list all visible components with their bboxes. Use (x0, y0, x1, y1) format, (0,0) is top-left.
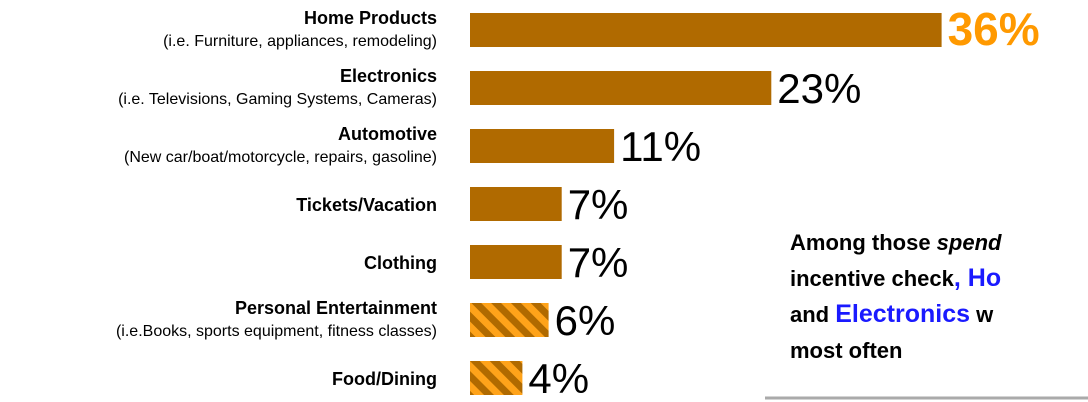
value-label: 36% (948, 3, 1040, 55)
category-sublabel: (i.e. Furniture, appliances, remodeling) (163, 33, 437, 50)
callout-text: w (970, 302, 994, 327)
category-sublabel: (New car/boat/motorcycle, repairs, gasol… (124, 149, 437, 166)
callout-text: Among those (790, 230, 937, 255)
callout-line: Among those spend (790, 230, 1002, 255)
bar (470, 187, 562, 221)
value-label: 23% (777, 65, 861, 112)
bar (470, 71, 772, 105)
value-label: 11% (620, 123, 701, 170)
category-label: Electronics (340, 66, 437, 86)
bar (470, 361, 523, 395)
value-label: 4% (528, 355, 589, 402)
callout-line: incentive check, Ho (790, 264, 1001, 292)
category-label: Tickets/Vacation (296, 195, 437, 215)
bar (470, 303, 549, 337)
bar (470, 129, 615, 163)
callout-line: and Electronics w (790, 300, 994, 328)
value-label: 7% (568, 181, 629, 228)
category-label: Personal Entertainment (235, 298, 437, 318)
value-label: 7% (568, 239, 629, 286)
callout-text: , Ho (954, 264, 1001, 292)
category-sublabel: (i.e.Books, sports equipment, fitness cl… (116, 323, 437, 340)
category-label: Automotive (338, 124, 437, 144)
callout-text: Electronics (835, 300, 970, 328)
category-label: Home Products (304, 8, 437, 28)
category-label: Food/Dining (332, 369, 437, 389)
bar (470, 13, 942, 47)
bar (470, 245, 562, 279)
value-label: 6% (555, 297, 616, 344)
callout-text: spend (937, 230, 1002, 255)
callout-line: most often (790, 338, 902, 363)
category-sublabel: (i.e. Televisions, Gaming Systems, Camer… (118, 91, 437, 108)
callout-text: incentive check (790, 266, 955, 291)
category-label: Clothing (364, 253, 437, 273)
callout-text: most often (790, 338, 902, 363)
callout-text: and (790, 302, 835, 327)
